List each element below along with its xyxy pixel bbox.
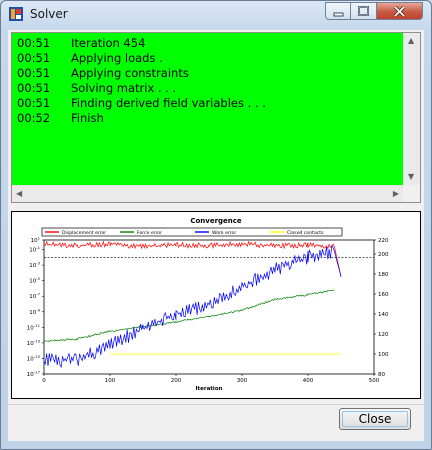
y-left-tick-exponent: -11: [34, 323, 41, 328]
y-left-tick-label: 10-13: [27, 338, 41, 347]
chart-title: Convergence: [190, 217, 242, 225]
log-line: 00:51 Solving matrix . . .: [17, 81, 266, 96]
y-right-tick-label: 100: [378, 352, 389, 358]
y-left-tick-exponent: -15: [34, 354, 41, 359]
log-line: 00:51 Iteration 454: [17, 36, 266, 51]
convergence-chart: Convergence Displacement error Force error…: [27, 217, 389, 392]
close-icon: [393, 5, 406, 18]
x-tick-label: 300: [237, 378, 248, 384]
solver-log[interactable]: 00:51 Iteration 454 00:51 Applying loads .0…: [11, 32, 421, 203]
log-lines: 00:51 Iteration 454 00:51 Applying loads .0…: [17, 36, 266, 126]
y-left-tick-label: 10-7: [29, 292, 40, 301]
x-axis-label: Iteration: [195, 386, 222, 392]
series-line: [43, 289, 335, 343]
log-vertical-scrollbar[interactable]: ▲ ▼: [403, 33, 420, 185]
y-right-tick-label: 220: [378, 238, 389, 244]
client-area: 00:51 Iteration 454 00:51 Applying loads .0…: [8, 30, 424, 441]
y-right-tick-label: 200: [378, 252, 389, 258]
log-line: 00:52 Finish: [17, 111, 266, 126]
log-message: Applying loads .: [71, 51, 163, 65]
series-line: [43, 244, 342, 369]
log-message: Finding derived field variables . . .: [71, 96, 266, 110]
legend-label: Displacement error: [62, 230, 106, 236]
maximize-icon: [358, 6, 369, 16]
x-tick-label: 400: [303, 378, 314, 384]
y-left-tick-exponent: 1: [38, 236, 41, 241]
close-button-focus-ring: [342, 411, 408, 427]
log-message: Applying constraints: [71, 66, 189, 80]
legend-label: Work error: [212, 230, 236, 236]
legend-label: Force error: [137, 230, 162, 236]
log-message: Solving matrix . . .: [71, 81, 177, 95]
log-time: 00:51: [17, 81, 51, 95]
window-close-button[interactable]: [377, 2, 423, 20]
log-message: Finish: [71, 111, 104, 125]
scroll-down-icon[interactable]: ▼: [408, 172, 415, 181]
y-left-tick-label: 101: [31, 236, 41, 245]
solver-app-icon: [9, 7, 23, 21]
legend-box: [41, 227, 343, 237]
y-right-tick-label: 120: [378, 332, 389, 338]
y-left-tick-exponent: -17: [34, 370, 41, 375]
x-tick-label: 100: [105, 378, 116, 384]
minimize-icon: [333, 12, 344, 17]
scroll-right-icon[interactable]: ▶: [392, 189, 399, 198]
y-right-tick-label: 140: [378, 312, 389, 318]
y-left-tick-exponent: -13: [34, 338, 41, 343]
footer-separator: [8, 404, 424, 405]
maximize-button[interactable]: [351, 2, 377, 20]
y-right-tick-label: 180: [378, 272, 389, 278]
x-tick-label: 200: [171, 378, 182, 384]
y-right-tick-label: 160: [378, 292, 389, 298]
minimize-button[interactable]: [325, 2, 351, 20]
y-left-tick-exponent: -3: [36, 261, 40, 266]
scroll-left-icon[interactable]: ◀: [16, 189, 23, 198]
log-message: Iteration 454: [71, 36, 146, 50]
close-button[interactable]: Close: [339, 408, 411, 430]
y-left-tick-label: 10-11: [27, 323, 41, 332]
log-time: 00:52: [17, 111, 51, 125]
x-tick-label: 500: [369, 378, 380, 384]
y-left-tick-label: 10-1: [29, 245, 40, 254]
log-line: 00:51 Applying constraints: [17, 66, 266, 81]
y-left-tick-exponent: -5: [36, 276, 40, 281]
log-horizontal-scrollbar[interactable]: ◀ ▶: [12, 185, 403, 202]
log-line: 00:51 Finding derived field variables . .…: [17, 96, 266, 111]
x-tick-label: 0: [42, 378, 46, 384]
title-bar[interactable]: Solver: [1, 1, 431, 27]
y-left-tick-exponent: -1: [36, 245, 40, 250]
log-time: 00:51: [17, 96, 51, 110]
scrollbar-corner: [403, 185, 420, 202]
series-line: [43, 240, 342, 277]
y-left-tick-label: 10-3: [29, 261, 40, 270]
convergence-chart-panel: Convergence Displacement error Force error…: [11, 211, 421, 399]
log-line: 00:51 Applying loads .: [17, 51, 266, 66]
legend-label: Closed contacts: [287, 230, 324, 236]
scroll-up-icon[interactable]: ▲: [408, 36, 415, 45]
y-left-tick-label: 10-5: [29, 276, 40, 285]
close-button-label: Close: [358, 412, 392, 426]
plot-area: [43, 239, 375, 375]
y-left-tick-exponent: -7: [36, 292, 40, 297]
window-title: Solver: [30, 7, 68, 21]
log-time: 00:51: [17, 66, 51, 80]
y-right-tick-label: 80: [378, 372, 385, 378]
log-time: 00:51: [17, 36, 51, 50]
y-left-tick-exponent: -9: [36, 307, 40, 312]
y-left-tick-label: 10-15: [27, 354, 41, 363]
log-time: 00:51: [17, 51, 51, 65]
y-left-tick-label: 10-17: [27, 370, 41, 379]
y-left-tick-label: 10-9: [29, 307, 40, 316]
